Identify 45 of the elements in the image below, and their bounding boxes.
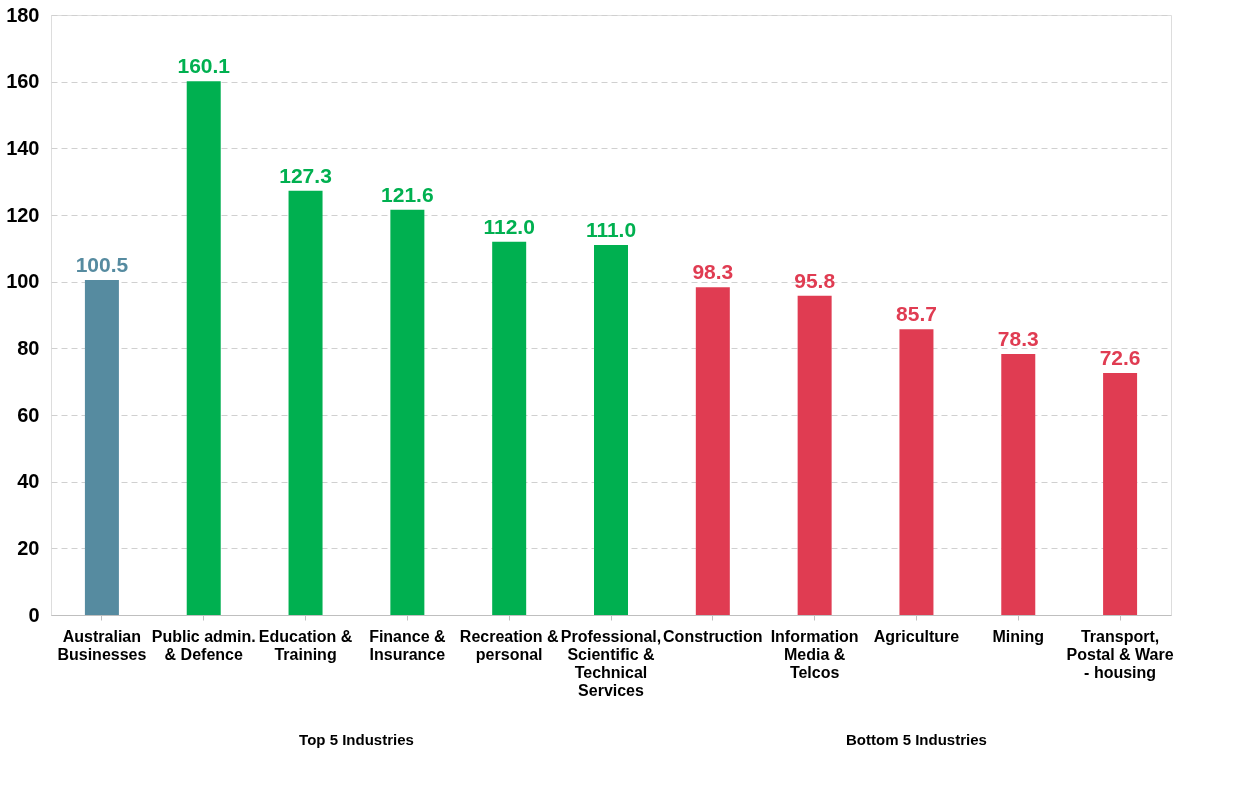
y-tick-label: 80 [17, 336, 40, 359]
x-tick-label: Information Media & Telcos [770, 627, 859, 681]
y-tick-label: 100 [6, 270, 40, 293]
y-tick-label: 140 [6, 136, 40, 159]
bar [1001, 354, 1036, 615]
y-tick-label: 20 [17, 536, 40, 559]
x-tick-label: Education & Training [258, 627, 353, 663]
y-tick-label: 160 [6, 70, 40, 93]
x-tick-label: Mining [992, 627, 1045, 645]
data-label: 95.8 [794, 268, 836, 292]
data-label: 72.6 [1099, 346, 1141, 369]
bar [695, 287, 730, 615]
text: Top 5 Industries [299, 731, 414, 748]
y-tick-label: 180 [6, 3, 40, 26]
data-label: 160.1 [177, 54, 231, 78]
x-tick-label: Recreation & personal [459, 627, 559, 663]
bar [899, 329, 934, 615]
data-label: 100.5 [75, 253, 129, 276]
x-tick-label: Public admin. & Defence [151, 627, 256, 663]
bar [186, 81, 221, 615]
x-tick-label: Agriculture [873, 627, 960, 645]
x-tick-label: Construction [663, 627, 763, 645]
data-label: 111.0 [585, 218, 637, 241]
data-label: 112.0 [483, 214, 535, 238]
bar [390, 209, 425, 615]
x-tick-label: Finance & Insurance [369, 627, 447, 663]
bar [594, 245, 628, 615]
y-tick-label: 40 [17, 470, 40, 493]
text: Bottom 5 Industries [846, 731, 987, 748]
x-tick-label: Transport, Postal & Ware - housing [1066, 627, 1174, 681]
data-label: 85.7 [896, 302, 937, 326]
data-label: 78.3 [997, 327, 1039, 350]
y-tick-label: 120 [6, 203, 40, 226]
y-tick-label: 60 [17, 403, 40, 426]
bar [1103, 373, 1138, 615]
bar [288, 190, 323, 615]
x-tick-label: Professional, Scientific & Technical Services [560, 627, 662, 699]
bar [84, 280, 119, 615]
x-tick-label: Australian Businesses [57, 627, 147, 663]
data-label: 121.6 [381, 182, 434, 206]
data-label: 98.3 [692, 260, 734, 284]
bar [797, 295, 832, 615]
bar [492, 241, 527, 615]
y-tick-label: 0 [28, 603, 40, 626]
data-label: 127.3 [279, 163, 332, 187]
